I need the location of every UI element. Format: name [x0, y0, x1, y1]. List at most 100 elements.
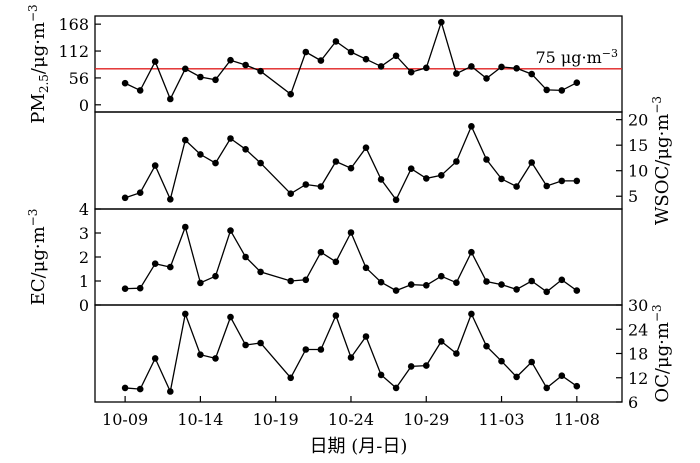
data-point [423, 64, 430, 72]
data-point [242, 253, 249, 261]
data-point [543, 288, 550, 296]
data-point [498, 281, 505, 288]
data-point [438, 18, 445, 26]
data-point [377, 176, 385, 183]
data-point [558, 87, 566, 94]
data-point [483, 278, 490, 285]
data-point [377, 371, 385, 379]
data-point [513, 183, 520, 190]
data-point [558, 276, 566, 284]
y-tick-label: 168 [58, 15, 89, 34]
data-point [483, 75, 490, 82]
x-tick-label: 10-09 [102, 410, 148, 429]
data-point [167, 95, 174, 103]
data-point [392, 287, 400, 294]
data-point [498, 357, 505, 365]
x-tick-label: 10-19 [253, 410, 299, 429]
data-point [513, 65, 520, 72]
data-point [332, 38, 340, 45]
data-point [407, 68, 415, 76]
data-point [332, 312, 340, 319]
y-axis-title-oc: OC/μg·m−3 [650, 304, 673, 402]
data-point [167, 388, 174, 395]
x-tick-label: 11-03 [478, 410, 524, 429]
y-tick-label: 112 [58, 42, 89, 61]
data-point [347, 229, 355, 236]
data-point [483, 156, 490, 163]
data-point [257, 159, 264, 167]
data-point [317, 57, 325, 64]
data-point [227, 56, 234, 64]
y-axis-title-pm25: PM2.5/μg·m−3 [26, 4, 51, 123]
data-point [197, 351, 204, 359]
data-point [242, 61, 249, 69]
data-point [167, 196, 174, 203]
y-tick-label: 2 [79, 248, 89, 267]
y-axis-title-ec: EC/μg·m−3 [26, 209, 49, 306]
data-point [121, 285, 129, 293]
data-point [227, 135, 234, 142]
data-point [468, 248, 475, 256]
data-point [468, 123, 475, 130]
series-line-oc [125, 311, 578, 394]
data-point [151, 260, 159, 268]
data-point [377, 278, 385, 286]
data-point [423, 362, 430, 369]
data-point [242, 341, 249, 349]
data-point [438, 172, 445, 179]
data-point [407, 363, 415, 370]
data-point [558, 177, 566, 185]
data-point [468, 310, 475, 318]
data-point [423, 282, 430, 289]
data-point [287, 90, 295, 98]
data-point [182, 223, 189, 231]
data-point [453, 350, 460, 357]
data-point [347, 164, 355, 172]
data-point [136, 284, 144, 292]
data-point [212, 76, 219, 84]
data-point [558, 372, 566, 380]
data-point [317, 346, 325, 353]
y-tick-label: 3 [79, 224, 89, 243]
series-line-pm25 [124, 20, 578, 101]
y-tick-label: 1 [79, 272, 89, 291]
data-point [528, 277, 535, 285]
data-point [438, 338, 445, 345]
data-point [468, 63, 475, 70]
y-tick-label: 18 [628, 345, 648, 364]
data-point [317, 248, 325, 256]
x-tick-label: 10-14 [177, 410, 223, 429]
data-point [377, 63, 385, 70]
data-point [453, 70, 460, 77]
data-point [151, 355, 159, 362]
y-tick-label: 30 [628, 296, 648, 315]
y-tick-label: 10 [628, 162, 648, 181]
data-point [212, 159, 219, 167]
panel-wsoc: 5 10 15 20 WSOC/μg·m−3 [121, 96, 673, 225]
panel-ec: 0 1 2 3 4 EC/μg·m−3 [26, 200, 581, 315]
data-point [498, 63, 505, 71]
data-point [362, 144, 370, 151]
panel-frame-wsoc [94, 111, 623, 210]
data-point [151, 162, 159, 169]
series-line-ec [125, 224, 578, 293]
data-point [573, 287, 581, 294]
data-point [227, 313, 234, 321]
data-point [543, 384, 550, 392]
data-point [423, 175, 430, 182]
data-point [483, 342, 490, 350]
data-point [257, 268, 264, 276]
data-point [212, 355, 219, 362]
data-point [573, 382, 581, 390]
data-point [302, 48, 310, 56]
x-axis-title: 日期 (月-日) [310, 436, 408, 457]
data-point [392, 196, 400, 204]
y-tick-label: 0 [79, 296, 89, 315]
data-point [182, 65, 189, 73]
data-point [513, 373, 520, 381]
data-point [182, 310, 189, 318]
y-tick-label: 5 [628, 187, 638, 206]
data-point [197, 279, 204, 287]
y-tick-label: 12 [628, 369, 648, 388]
